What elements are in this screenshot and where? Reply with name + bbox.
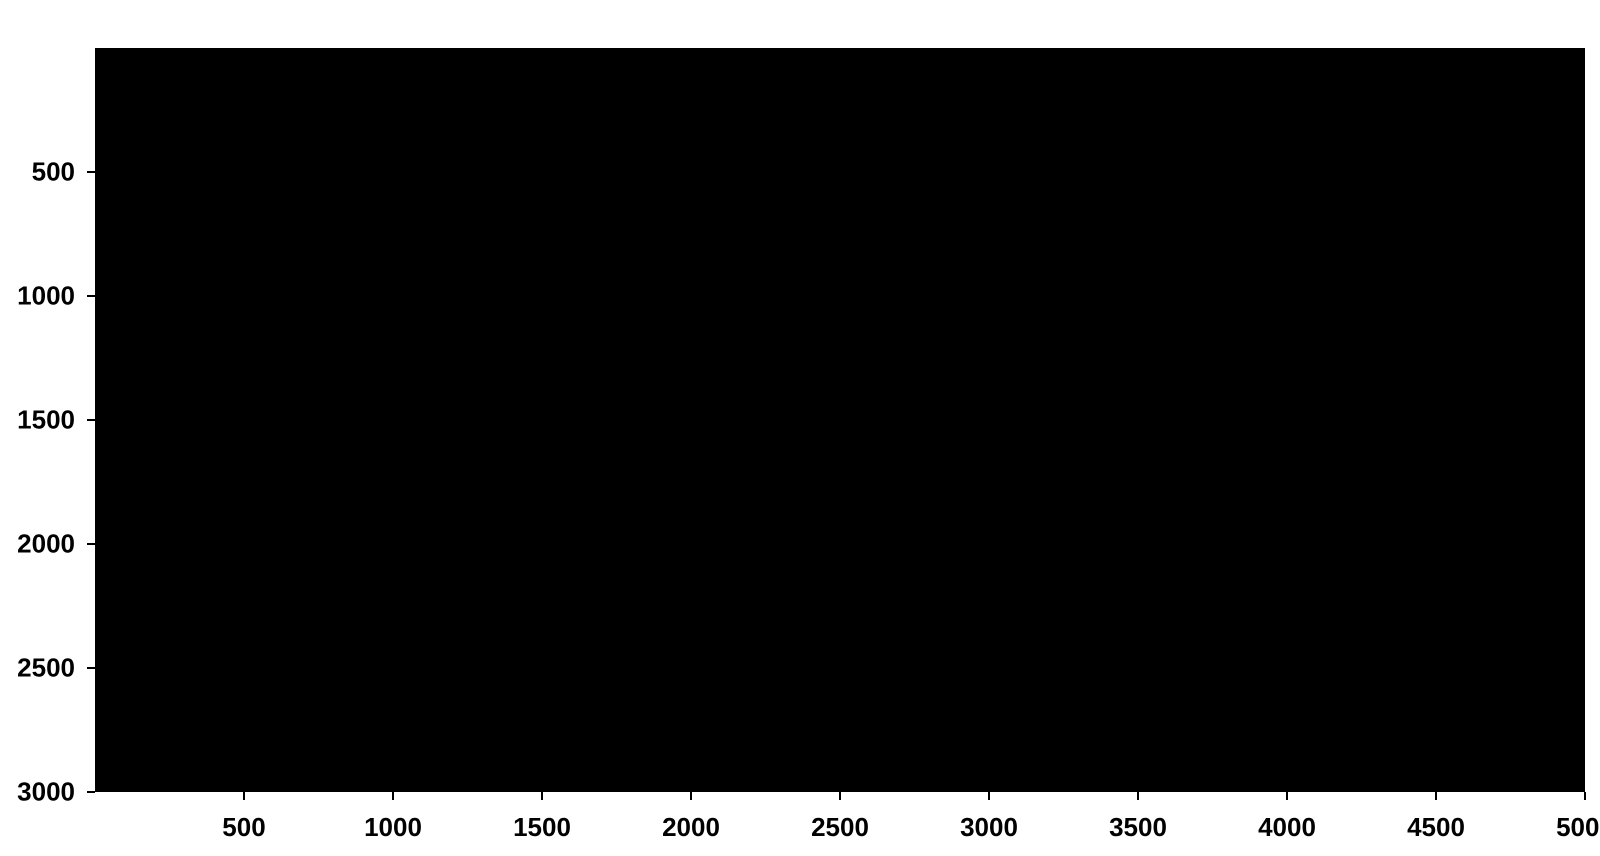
x-tick-label: 3000 <box>960 812 1018 843</box>
x-tick-mark <box>1286 792 1288 800</box>
x-tick-label: 4000 <box>1258 812 1316 843</box>
x-tick-mark <box>541 792 543 800</box>
y-tick-mark <box>87 171 95 173</box>
x-tick-mark <box>1435 792 1437 800</box>
x-tick-label: 2500 <box>811 812 869 843</box>
y-tick-label: 1000 <box>17 281 75 312</box>
figure: 500 1000 1500 2000 2500 3000 3500 4000 4500 5000 5… <box>0 0 1600 856</box>
x-tick-mark <box>839 792 841 800</box>
plot-area <box>95 48 1585 792</box>
x-tick-label: 2000 <box>662 812 720 843</box>
x-tick-mark <box>988 792 990 800</box>
y-tick-mark <box>87 667 95 669</box>
y-tick-label: 2000 <box>17 529 75 560</box>
y-tick-label: 3000 <box>17 777 75 808</box>
x-tick-label: 4500 <box>1407 812 1465 843</box>
x-tick-mark <box>392 792 394 800</box>
x-tick-label: 3500 <box>1109 812 1167 843</box>
x-tick-label: 1000 <box>364 812 422 843</box>
y-tick-mark <box>87 791 95 793</box>
x-tick-mark <box>1584 792 1586 800</box>
y-tick-mark <box>87 543 95 545</box>
x-tick-label: 5000 <box>1556 812 1600 843</box>
y-tick-mark <box>87 295 95 297</box>
y-tick-label: 500 <box>32 157 75 188</box>
y-tick-label: 2500 <box>17 653 75 684</box>
x-tick-mark <box>243 792 245 800</box>
y-tick-label: 1500 <box>17 405 75 436</box>
x-tick-mark <box>690 792 692 800</box>
x-tick-label: 500 <box>222 812 265 843</box>
x-tick-label: 1500 <box>513 812 571 843</box>
y-tick-mark <box>87 419 95 421</box>
x-tick-mark <box>1137 792 1139 800</box>
